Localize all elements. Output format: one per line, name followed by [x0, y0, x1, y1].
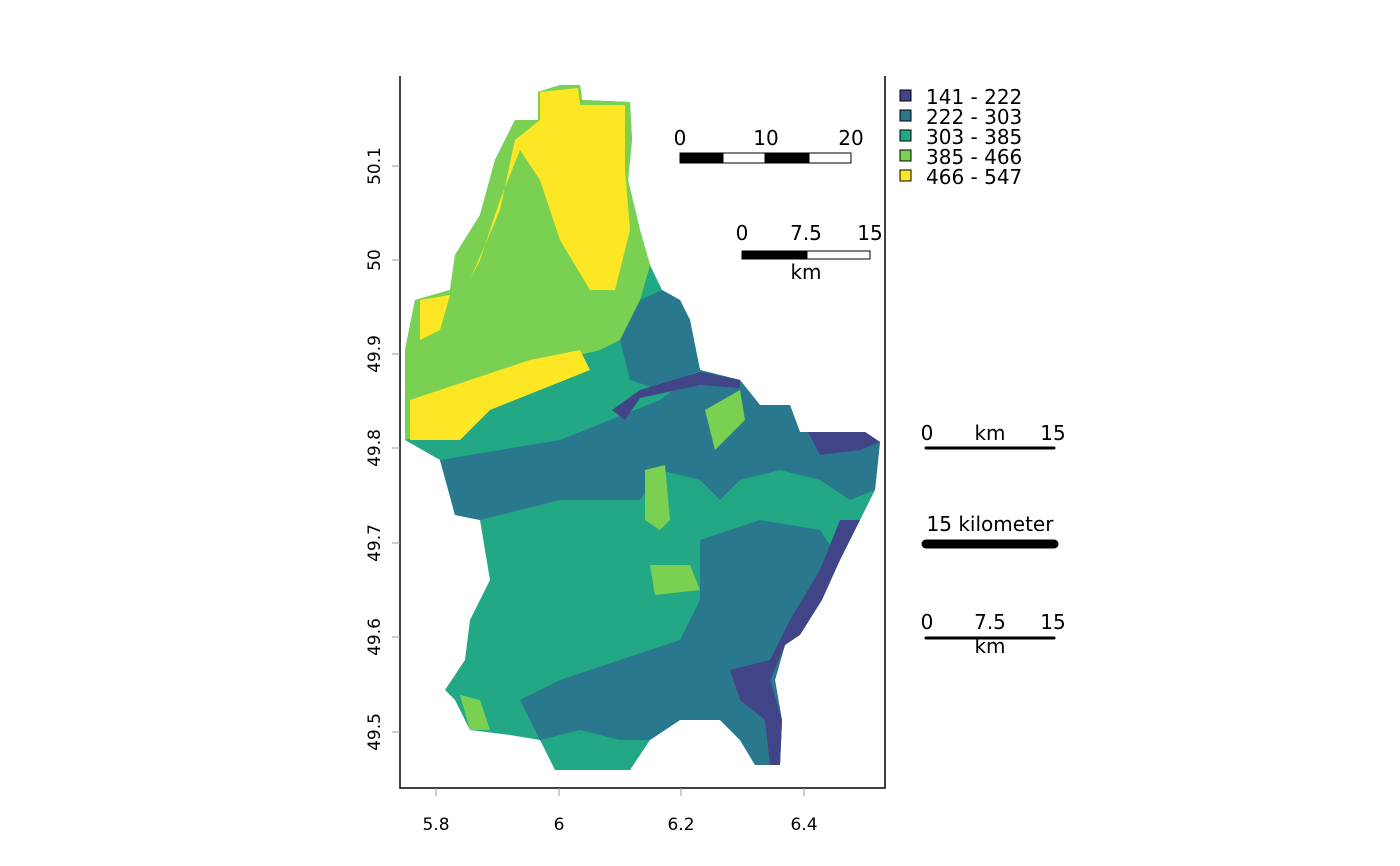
scalebar-1: 0 10 20: [674, 126, 864, 164]
region-385-466-sw: [460, 695, 490, 730]
region-466-547-north: [470, 88, 630, 290]
region-222-303-center: [440, 370, 880, 520]
scalebar-label: 15: [1040, 610, 1065, 634]
legend-swatch: [899, 129, 912, 142]
scalebar-5: 0 7.5 15 km: [921, 610, 1066, 658]
x-tick-label: 6: [554, 815, 565, 835]
y-tick-label: 50.1: [365, 147, 385, 185]
region-141-222-river: [612, 372, 740, 420]
region-385-466-center: [645, 465, 670, 530]
scalebar-label: 0: [921, 610, 934, 634]
region-141-222-se: [730, 520, 860, 765]
legend-label: 141 - 222: [926, 85, 1022, 109]
scalebar-label: 7.5: [974, 610, 1006, 634]
x-tick-label: 5.8: [422, 815, 449, 835]
scalebar-unit: km: [790, 260, 821, 284]
legend-swatch: [899, 89, 912, 102]
scalebar-label: 15: [1040, 421, 1065, 445]
y-tick-label: 50: [365, 249, 385, 271]
legend-swatch: [899, 109, 912, 122]
scalebar-label: 0: [674, 126, 687, 150]
legend-swatch: [899, 149, 912, 162]
y-tick-label: 49.7: [365, 524, 385, 562]
scalebar-label: 0: [921, 421, 934, 445]
scalebar-label: 0: [736, 221, 749, 245]
legend-label: 385 - 466: [926, 145, 1022, 169]
region-466-547-west: [420, 295, 450, 340]
scalebar-unit: km: [974, 634, 1005, 658]
scalebar-label: 15 kilometer: [927, 512, 1055, 536]
legend-label: 303 - 385: [926, 125, 1022, 149]
x-axis: [435, 788, 805, 796]
legend-swatch: [899, 169, 912, 182]
y-tick-label: 49.6: [365, 618, 385, 656]
legend-label: 466 - 547: [926, 165, 1022, 189]
region-385-466-south: [650, 565, 700, 595]
y-tick-label: 49.5: [365, 713, 385, 751]
region-141-222-east: [808, 432, 880, 455]
scalebar-4: 15 kilometer: [921, 512, 1059, 549]
scalebar-unit: km: [974, 421, 1005, 445]
scalebar-label: 20: [838, 126, 863, 150]
y-tick-label: 49.9: [365, 335, 385, 373]
region-385-466-center2: [705, 390, 745, 450]
x-tick-label: 6.2: [667, 815, 694, 835]
scalebar-2: 0 7.5 15 km: [736, 221, 883, 284]
legend: 141 - 222 222 - 303 303 - 385 385 - 466 …: [899, 85, 1022, 189]
region-222-303-ne: [620, 290, 700, 390]
y-tick-label: 49.8: [365, 429, 385, 467]
plot-frame: [399, 76, 886, 789]
scalebar-label: 15: [857, 221, 882, 245]
elevation-raster: [405, 85, 880, 770]
scalebar-3: 0 km 15: [921, 421, 1066, 450]
x-tick-label: 6.4: [790, 815, 817, 835]
legend-label: 222 - 303: [926, 105, 1022, 129]
y-axis: [392, 165, 400, 733]
scalebar-label: 7.5: [790, 221, 822, 245]
region-466-547-sw: [410, 350, 590, 440]
scalebar-label: 10: [753, 126, 778, 150]
